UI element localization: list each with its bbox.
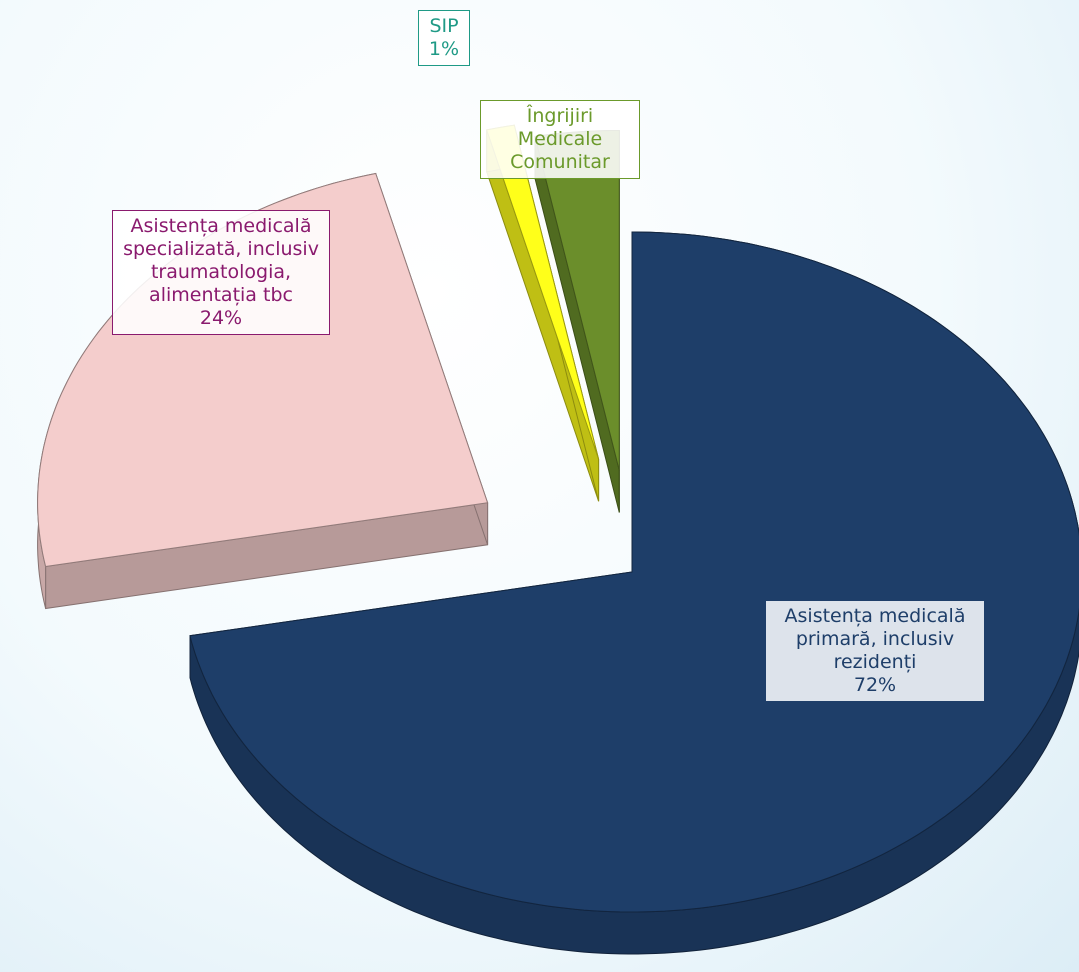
- data-label: Îngrijiri Medicale Comunitar: [480, 100, 640, 179]
- data-label: Asistența medicală specializată, inclusi…: [112, 210, 330, 335]
- category-label: Asistența medicală primară, inclusiv rez…: [784, 605, 966, 673]
- data-label: Asistența medicală primară, inclusiv rez…: [765, 600, 985, 702]
- slice-side: [189, 231, 1079, 955]
- value-label: 72%: [853, 674, 897, 696]
- value-label: 1%: [428, 38, 460, 60]
- value-label: 24%: [199, 307, 243, 329]
- category-label: Asistența medicală specializată, inclusi…: [123, 215, 319, 306]
- category-label: Îngrijiri Medicale Comunitar: [510, 105, 610, 173]
- category-label: SIP: [429, 15, 459, 37]
- pie-slice: [37, 172, 489, 568]
- data-label: SIP 1%: [418, 10, 470, 66]
- pie-slice: [189, 231, 1079, 913]
